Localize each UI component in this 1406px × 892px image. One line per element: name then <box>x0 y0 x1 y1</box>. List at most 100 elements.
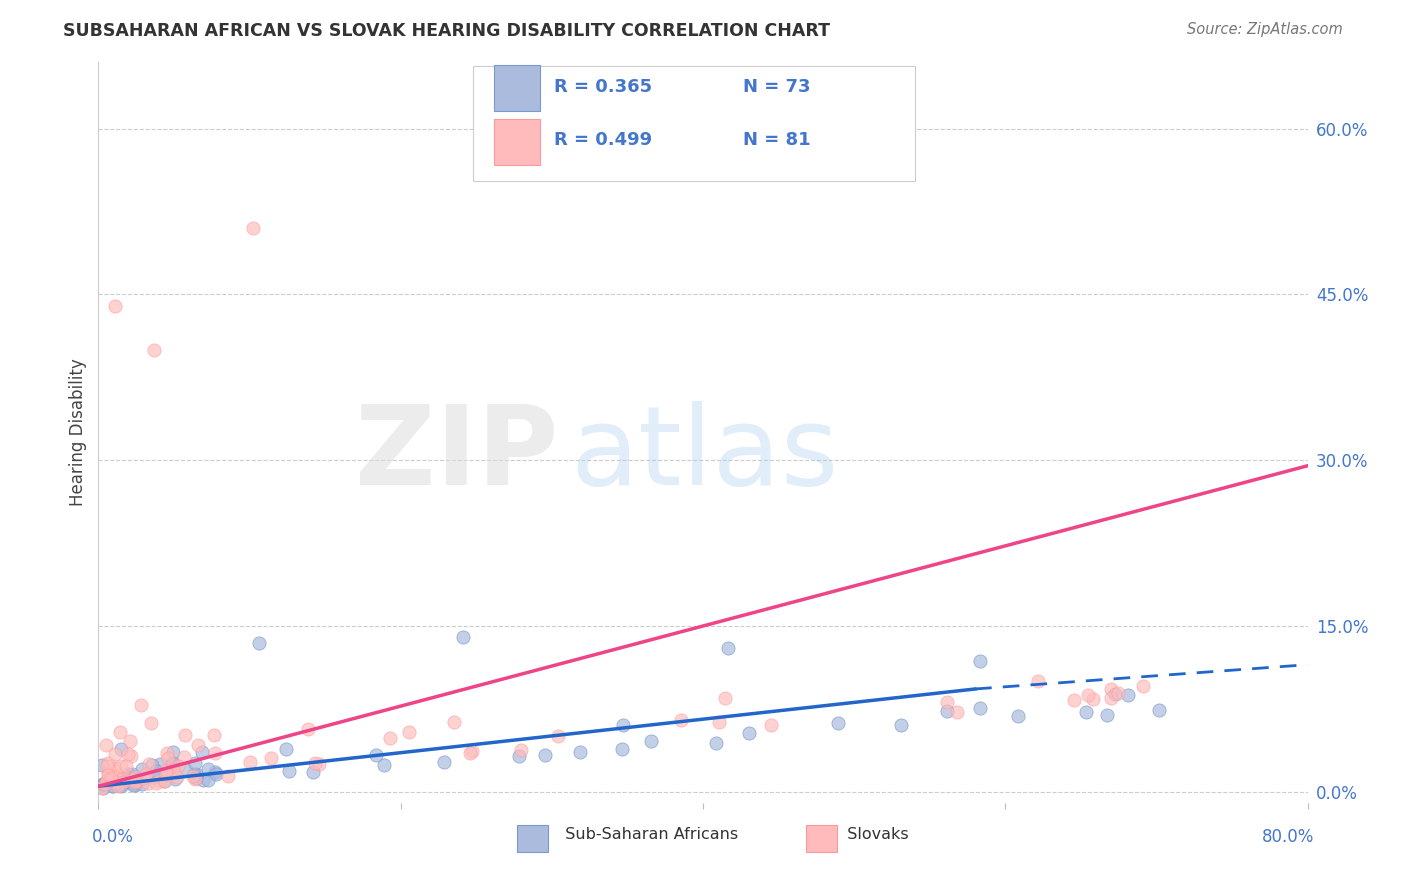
Point <box>121 772 143 787</box>
Point <box>1099 682 1122 697</box>
Text: Slovaks: Slovaks <box>837 827 908 841</box>
Point <box>197 772 219 787</box>
Point <box>612 742 634 756</box>
Point <box>717 641 740 656</box>
Point <box>129 698 152 712</box>
Point <box>157 751 180 765</box>
Point <box>90 757 112 772</box>
Point <box>184 771 207 785</box>
Point <box>193 773 215 788</box>
Point <box>153 767 176 781</box>
Point <box>935 694 957 708</box>
Point <box>277 764 299 778</box>
Point <box>156 746 179 760</box>
Point <box>946 705 969 719</box>
Point <box>124 778 146 792</box>
Bar <box>494 65 540 112</box>
Point <box>138 756 160 771</box>
Point <box>121 775 143 789</box>
Point <box>969 654 991 668</box>
Point <box>124 770 146 784</box>
Point <box>93 777 115 791</box>
Point <box>166 770 188 784</box>
Point <box>107 779 129 793</box>
Point <box>96 776 118 790</box>
Point <box>117 747 139 762</box>
Point <box>443 714 465 729</box>
Point <box>97 765 120 780</box>
Point <box>110 780 132 794</box>
Point <box>308 756 330 771</box>
Point <box>104 747 127 762</box>
Point <box>101 780 124 794</box>
Point <box>155 763 177 777</box>
Text: ZIP: ZIP <box>354 401 558 508</box>
Point <box>890 718 912 732</box>
Point <box>1063 693 1085 707</box>
Point <box>162 746 184 760</box>
Point <box>737 725 759 739</box>
Point <box>181 769 204 783</box>
Point <box>461 744 484 758</box>
Point <box>124 775 146 789</box>
Text: Source: ZipAtlas.com: Source: ZipAtlas.com <box>1187 22 1343 37</box>
Point <box>127 774 149 789</box>
Point <box>304 756 326 771</box>
FancyBboxPatch shape <box>474 66 915 181</box>
Point <box>91 780 114 795</box>
Point <box>111 774 134 789</box>
Text: R = 0.365: R = 0.365 <box>554 78 652 95</box>
Point <box>173 750 195 764</box>
Point <box>162 756 184 770</box>
Text: atlas: atlas <box>569 401 838 508</box>
Point <box>145 776 167 790</box>
Point <box>104 761 127 775</box>
Point <box>94 739 117 753</box>
Point <box>458 746 481 760</box>
Point <box>117 770 139 784</box>
Point <box>120 734 142 748</box>
Point <box>183 767 205 781</box>
Point <box>96 758 118 772</box>
Point <box>1097 707 1119 722</box>
Point <box>97 772 120 786</box>
Point <box>706 736 728 750</box>
Point <box>162 762 184 776</box>
Point <box>174 729 197 743</box>
Point <box>141 758 163 772</box>
Point <box>112 769 135 783</box>
Point <box>108 725 131 739</box>
Text: R = 0.499: R = 0.499 <box>554 131 652 149</box>
Point <box>935 704 957 718</box>
Point <box>239 756 262 770</box>
Point <box>1099 691 1122 706</box>
Point <box>117 767 139 781</box>
Point <box>297 723 319 737</box>
Point <box>115 759 138 773</box>
Point <box>612 718 634 732</box>
Point <box>1104 688 1126 702</box>
Point <box>100 771 122 785</box>
Point <box>247 635 270 649</box>
Point <box>204 766 226 780</box>
Point <box>569 745 592 759</box>
Point <box>165 772 187 787</box>
Point <box>91 777 114 791</box>
Point <box>669 713 692 727</box>
Point <box>451 630 474 644</box>
Point <box>1107 686 1129 700</box>
Point <box>191 745 214 759</box>
Point <box>197 762 219 776</box>
Point <box>714 691 737 706</box>
Point <box>1116 688 1139 702</box>
Point <box>709 714 731 729</box>
Point <box>1074 705 1097 719</box>
Point <box>107 774 129 789</box>
Point <box>132 772 155 786</box>
Point <box>969 701 991 715</box>
Point <box>166 758 188 772</box>
Point <box>1076 688 1098 702</box>
Point <box>827 716 849 731</box>
Point <box>260 750 283 764</box>
Text: N = 81: N = 81 <box>742 131 810 149</box>
